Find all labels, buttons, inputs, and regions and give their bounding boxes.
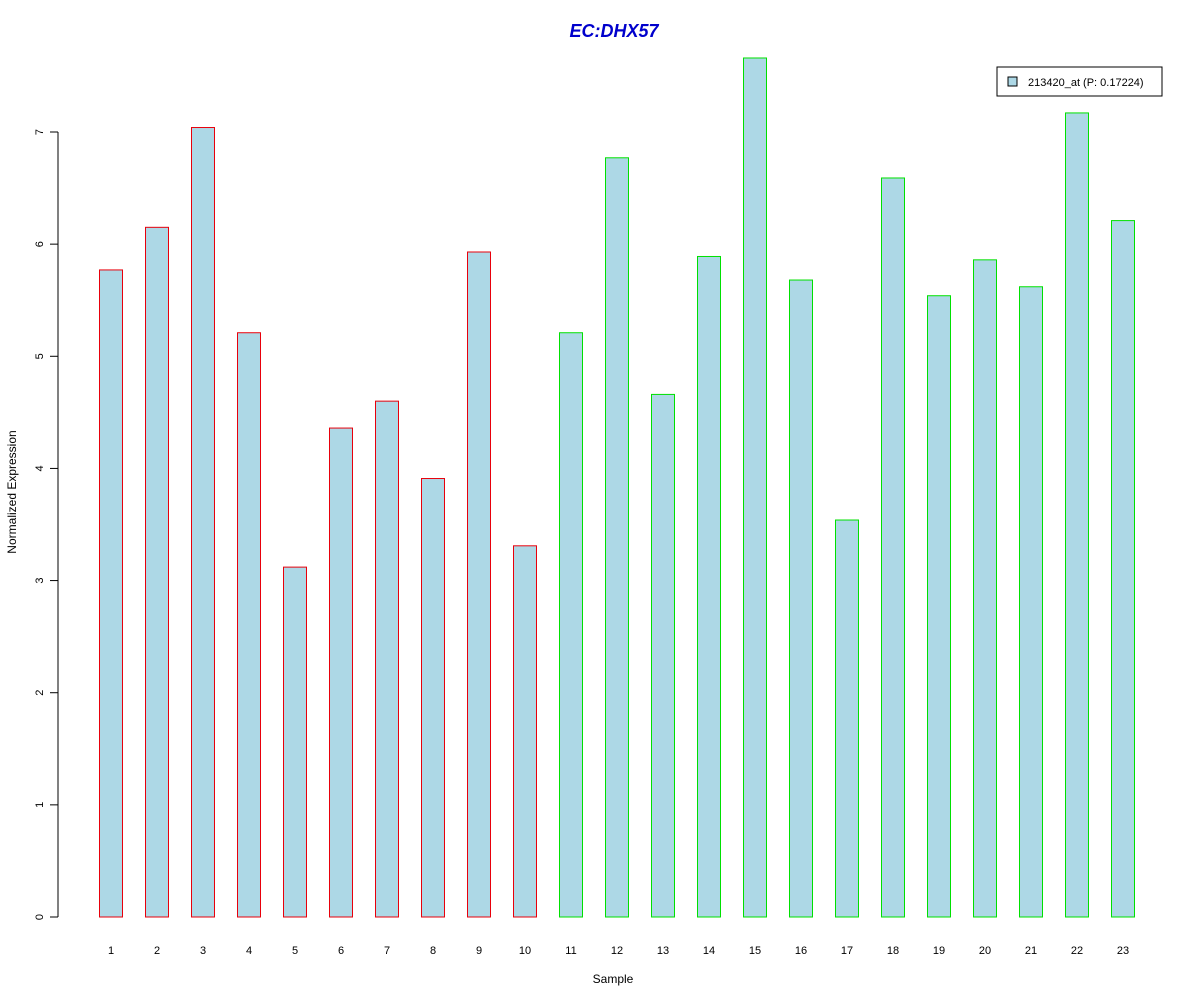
- x-tick-label: 6: [338, 945, 344, 957]
- bar-sample-18: [881, 177, 905, 918]
- legend: 213420_at (P: 0.17224): [996, 66, 1163, 97]
- x-tick-label: 9: [476, 945, 482, 957]
- y-tick-label: 4: [34, 465, 46, 471]
- x-tick-label: 11: [565, 945, 576, 957]
- bar-sample-15: [743, 57, 767, 918]
- bar-sample-3: [191, 127, 215, 918]
- bar-sample-4: [237, 332, 261, 918]
- x-tick-label: 15: [749, 945, 761, 957]
- x-tick-label: 22: [1071, 945, 1083, 957]
- bar-sample-14: [697, 255, 721, 918]
- y-tick-label: 1: [34, 802, 46, 808]
- bar-sample-17: [835, 519, 859, 918]
- bar-sample-11: [559, 332, 583, 918]
- x-tick-label: 1: [108, 945, 114, 957]
- bar-sample-21: [1019, 286, 1043, 918]
- x-tick-label: 4: [246, 945, 252, 957]
- bar-sample-13: [651, 393, 675, 918]
- y-axis-label: Normalized Expression: [5, 430, 19, 553]
- x-tick-label: 10: [519, 945, 531, 957]
- legend-label: 213420_at (P: 0.17224): [1028, 77, 1144, 89]
- chart-title: EC:DHX57: [569, 21, 659, 41]
- legend-swatch: [1007, 76, 1018, 87]
- bar-sample-16: [789, 279, 813, 918]
- x-axis-label: Sample: [593, 972, 634, 986]
- x-tick-label: 20: [979, 945, 991, 957]
- bar-sample-8: [421, 478, 445, 918]
- y-tick-label: 5: [34, 353, 46, 359]
- y-tick-label: 6: [34, 241, 46, 247]
- x-tick-label: 21: [1025, 945, 1037, 957]
- y-axis-ticks: 0 1 2 3 4 5 6 7: [34, 129, 58, 920]
- x-tick-label: 16: [795, 945, 807, 957]
- bars: [99, 57, 1135, 918]
- bar-sample-12: [605, 157, 629, 918]
- x-tick-label: 8: [430, 945, 436, 957]
- x-tick-label: 13: [657, 945, 669, 957]
- x-tick-label: 12: [611, 945, 623, 957]
- x-tick-label: 7: [384, 945, 390, 957]
- x-tick-label: 19: [933, 945, 945, 957]
- x-tick-label: 3: [200, 945, 206, 957]
- bar-sample-6: [329, 427, 353, 918]
- x-tick-label: 17: [841, 945, 853, 957]
- bar-sample-19: [927, 295, 951, 918]
- x-tick-label: 5: [292, 945, 298, 957]
- x-tick-label: 14: [703, 945, 715, 957]
- x-tick-label: 23: [1117, 945, 1129, 957]
- y-tick-label: 2: [34, 690, 46, 696]
- bar-sample-10: [513, 545, 537, 918]
- bar-sample-22: [1065, 112, 1089, 918]
- bar-sample-1: [99, 269, 123, 918]
- bar-sample-5: [283, 566, 307, 918]
- x-tick-label: 18: [887, 945, 899, 957]
- y-tick-label: 3: [34, 578, 46, 584]
- bar-sample-20: [973, 259, 997, 918]
- y-tick-label: 0: [34, 914, 46, 920]
- legend-box: [996, 66, 1163, 97]
- bar-sample-7: [375, 400, 399, 918]
- x-tick-label: 2: [154, 945, 160, 957]
- bar-sample-23: [1111, 220, 1135, 918]
- bar-sample-9: [467, 251, 491, 918]
- bar-sample-2: [145, 226, 169, 918]
- x-axis-tick-labels: 1 2 3 4 5 6 7 8 9 10 11 12 13 14 15 16 17 18 19 20 21 22 23: [108, 945, 1129, 957]
- y-tick-label: 7: [34, 129, 46, 135]
